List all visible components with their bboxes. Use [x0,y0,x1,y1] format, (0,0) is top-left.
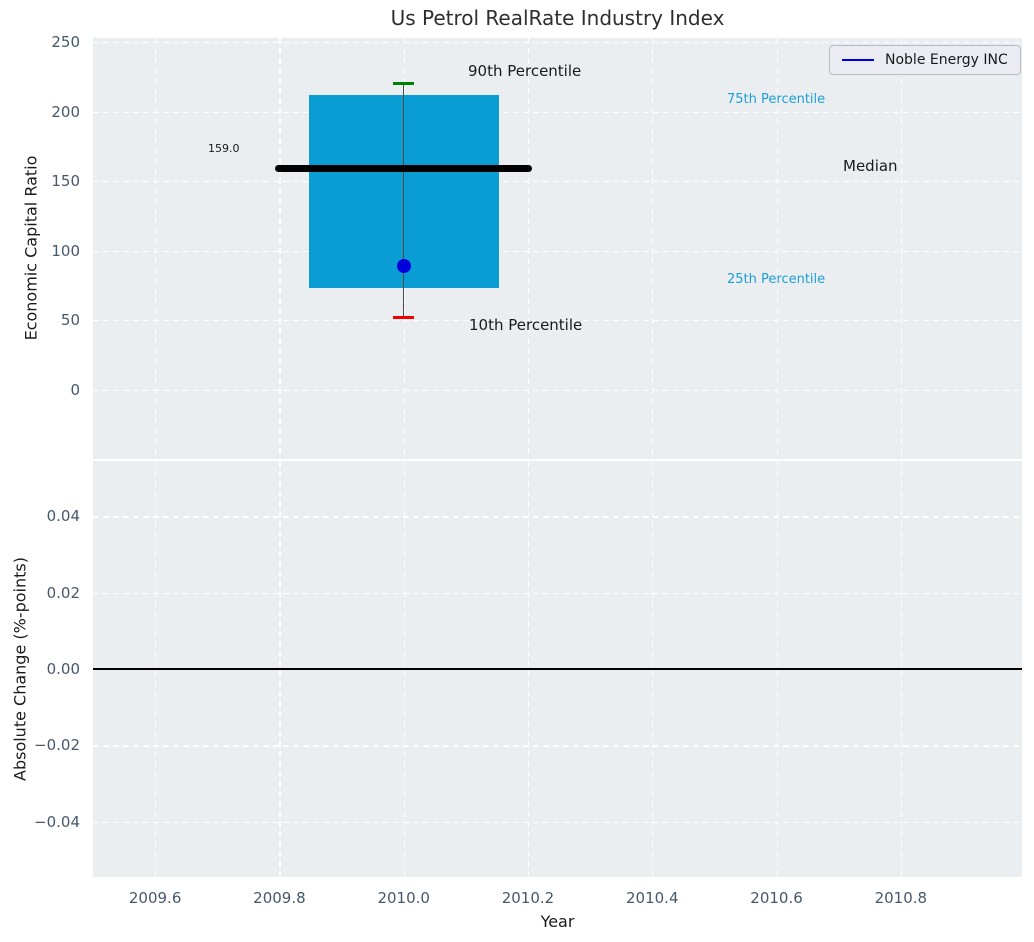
company-marker [396,258,411,273]
x-tick-label: 2009.8 [253,889,306,907]
y-tick-label: 250 [51,33,80,52]
median-line [275,165,533,173]
annotation-median: Median [843,157,898,175]
gridline [93,320,1022,322]
top-plot-panel [93,38,1022,459]
annotation-75th-percentile: 75th Percentile [727,92,826,107]
y-tick-label: −0.04 [34,812,80,831]
y-tick-label: 200 [51,102,80,121]
whisker-line [403,83,405,318]
gridline [93,592,1022,594]
legend-line-sample [842,58,874,62]
gridline [93,389,1022,391]
y-tick-label: 50 [60,311,80,330]
gridline [155,38,157,459]
zero-line [93,668,1022,670]
whisker-cap-10th [393,315,415,319]
x-tick-label: 2010.0 [377,889,430,907]
gridline [93,821,1022,823]
gridline [527,38,530,459]
annotation-90th-percentile: 90th Percentile [468,62,582,80]
y-tick-label: 0.02 [46,583,80,602]
y-tick-label: 150 [51,172,80,191]
y-tick-label: −0.02 [34,736,80,755]
y-tick-label: 0.04 [46,507,80,526]
gridline [279,38,281,459]
x-tick-label: 2010.6 [750,889,803,907]
gridline [93,745,1022,747]
x-axis-label: Year [540,912,575,931]
gridline [93,111,1022,113]
y-tick-label: 0.00 [46,660,80,678]
gridline [652,38,654,459]
gridline [93,516,1022,518]
chart-title: Us Petrol RealRate Industry Index [390,6,725,30]
gridline [93,250,1022,252]
x-tick-label: 2010.8 [874,889,928,907]
legend: Noble Energy INC [829,45,1021,75]
annotation-10th-percentile: 10th Percentile [469,316,583,334]
annotation-median-value: 159.0 [208,142,240,155]
x-tick-label: 2009.6 [128,889,182,907]
legend-label: Noble Energy INC [885,52,1008,68]
x-tick-label: 2010.2 [501,889,555,907]
whisker-cap-90th [393,82,415,86]
gridline [93,42,1022,44]
gridline [900,38,902,459]
gridline [93,181,1022,183]
x-tick-label: 2010.4 [626,889,679,907]
gridline [776,38,778,459]
y-tick-label: 0 [70,380,80,399]
annotation-25th-percentile: 25th Percentile [727,272,826,287]
y-tick-label: 100 [51,241,80,260]
